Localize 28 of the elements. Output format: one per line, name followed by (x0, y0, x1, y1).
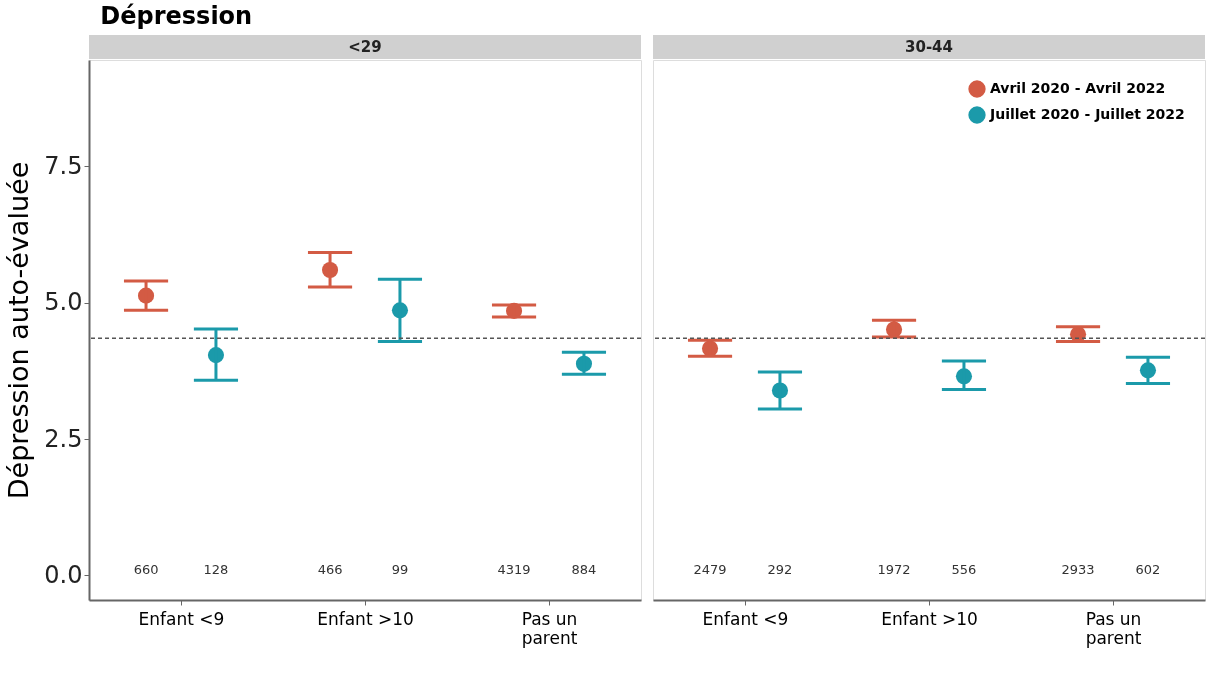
x-tick-label: Pas un parent (521, 608, 578, 648)
x-tick-label: Pas un parent (1085, 608, 1142, 648)
annotation: 884 (571, 562, 597, 577)
y-tick-label: 7.5 (44, 151, 83, 180)
annotation: 602 (1135, 562, 1161, 577)
chart-subtitle: <29 (348, 38, 382, 56)
annotation: 556 (951, 562, 977, 577)
annotation: 2933 (1061, 562, 1095, 577)
x-tick-label: Enfant <9 (702, 608, 789, 629)
annotation: 466 (317, 562, 343, 577)
y-tick-label: 0.0 (44, 560, 83, 589)
annotation: 2479 (693, 562, 727, 577)
chart-subtitle: 30-44 (905, 38, 953, 56)
x-tick-label: Enfant >10 (317, 608, 414, 629)
x-tick-label: Enfant >10 (881, 608, 978, 629)
annotation: 99 (391, 562, 409, 577)
annotation: 660 (133, 562, 159, 577)
annotation: 1972 (877, 562, 911, 577)
y-tick-label: 2.5 (44, 424, 83, 453)
legend-label: Avril 2020 - Avril 2022 (990, 80, 1166, 96)
x-tick-label: Enfant <9 (138, 608, 225, 629)
chart-title: Dépression (100, 2, 253, 30)
legend-label: Juillet 2020 - Juillet 2022 (989, 106, 1185, 122)
annotation: 4319 (497, 562, 531, 577)
y-axis-title: Dépression auto-évaluée (3, 161, 35, 500)
annotation: 128 (203, 562, 229, 577)
annotation: 292 (767, 562, 793, 577)
y-tick-label: 5.0 (44, 288, 83, 317)
